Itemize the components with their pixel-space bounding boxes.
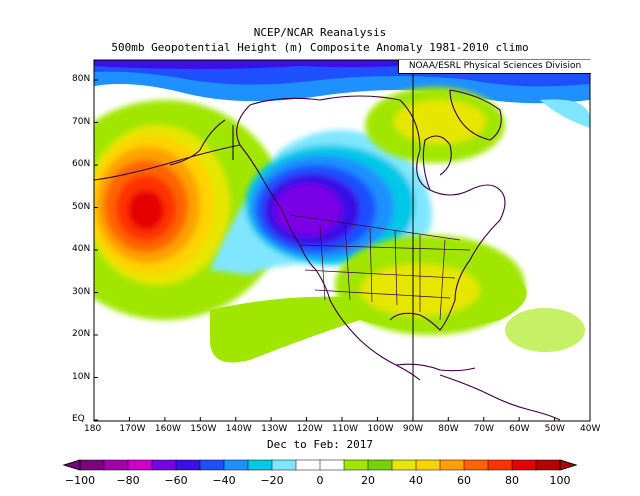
colorbar-segment	[367, 459, 393, 471]
longitude-label: 130W	[261, 424, 288, 434]
chart-title: NCEP/NCAR Reanalysis	[253, 26, 387, 39]
colorbar-segment	[271, 459, 297, 471]
colorbar-label: 80	[505, 474, 519, 487]
colorbar-segment	[343, 459, 369, 471]
colorbar-segment	[295, 459, 321, 471]
latitude-label: 30N	[72, 286, 91, 297]
period-label: Dec to Feb: 2017	[267, 438, 373, 451]
hudson-ridge	[365, 87, 505, 163]
colorbar-label: −20	[260, 474, 284, 487]
colorbar-segment	[511, 459, 537, 471]
colorbar-segment	[175, 459, 201, 471]
colorbar-segment	[463, 459, 489, 471]
latitude-label: 70N	[72, 116, 91, 127]
colorbar-segment	[151, 459, 177, 471]
latitude-label: 40N	[72, 244, 91, 254]
anomaly-field	[94, 60, 590, 421]
longitude-label: 40W	[580, 424, 601, 434]
longitude-label: 90W	[402, 424, 424, 434]
colorbar-segment	[223, 459, 249, 471]
longitude-label: 50W	[544, 424, 565, 434]
colorbar-segment	[103, 459, 129, 471]
colorbar-label: 20	[361, 474, 375, 487]
longitude-label: 60W	[509, 424, 530, 434]
colorbar-label: −60	[164, 474, 188, 487]
colorbar-segment	[535, 459, 561, 471]
longitude-label: 170W	[119, 424, 146, 434]
latitude-label: 50N	[72, 201, 91, 212]
western-trough	[210, 130, 432, 275]
latitude-label: EQ	[72, 414, 85, 424]
state-borders	[289, 214, 471, 321]
longitude-label: 100W	[367, 424, 394, 434]
longitude-label: 70W	[473, 424, 495, 434]
colorbar-segment	[127, 459, 153, 471]
colorbar-label: −80	[116, 474, 140, 487]
colorbar-label: 100	[549, 474, 571, 487]
coastlines	[94, 89, 561, 421]
longitude-label: 160W	[154, 424, 181, 434]
colorbar-segment	[247, 459, 273, 471]
longitude-label: 80W	[438, 424, 459, 434]
longitude-label: 120W	[296, 424, 323, 434]
colorbar-label: 0	[316, 474, 324, 487]
latitude-label: 80N	[72, 74, 91, 84]
colorbar-label: −40	[212, 474, 236, 487]
credit-label: NOAA/ESRL Physical Sciences Division	[398, 60, 591, 74]
longitude-label: 180	[84, 424, 102, 434]
colorbar-max-arrow	[559, 459, 578, 471]
latitude-label: 20N	[72, 329, 91, 339]
colorbar-segment	[79, 459, 105, 471]
southeast-ridge	[335, 235, 525, 335]
colorbar-label: 40	[409, 474, 423, 487]
longitude-label: 140W	[225, 424, 252, 434]
colorbar-segment	[415, 459, 441, 471]
colorbar-segment	[319, 459, 345, 471]
colorbar-segment	[391, 459, 417, 471]
chart-subtitle: 500mb Geopotential Height (m) Composite …	[111, 41, 529, 54]
colorbar-segment	[199, 459, 225, 471]
colorbar-label: −100	[64, 474, 96, 487]
colorbar-segment	[487, 459, 513, 471]
longitude-label: 110W	[332, 424, 359, 434]
latitude-label: 60N	[72, 159, 91, 169]
colorbar-min-arrow	[62, 459, 81, 471]
latitude-label: 10N	[72, 371, 91, 382]
colorbar	[62, 459, 578, 471]
pacific-ridge	[94, 100, 285, 320]
colorbar-label: 60	[457, 474, 471, 487]
colorbar-segment	[439, 459, 465, 471]
longitude-label: 150W	[190, 424, 217, 434]
axis-ticks	[93, 79, 591, 421]
